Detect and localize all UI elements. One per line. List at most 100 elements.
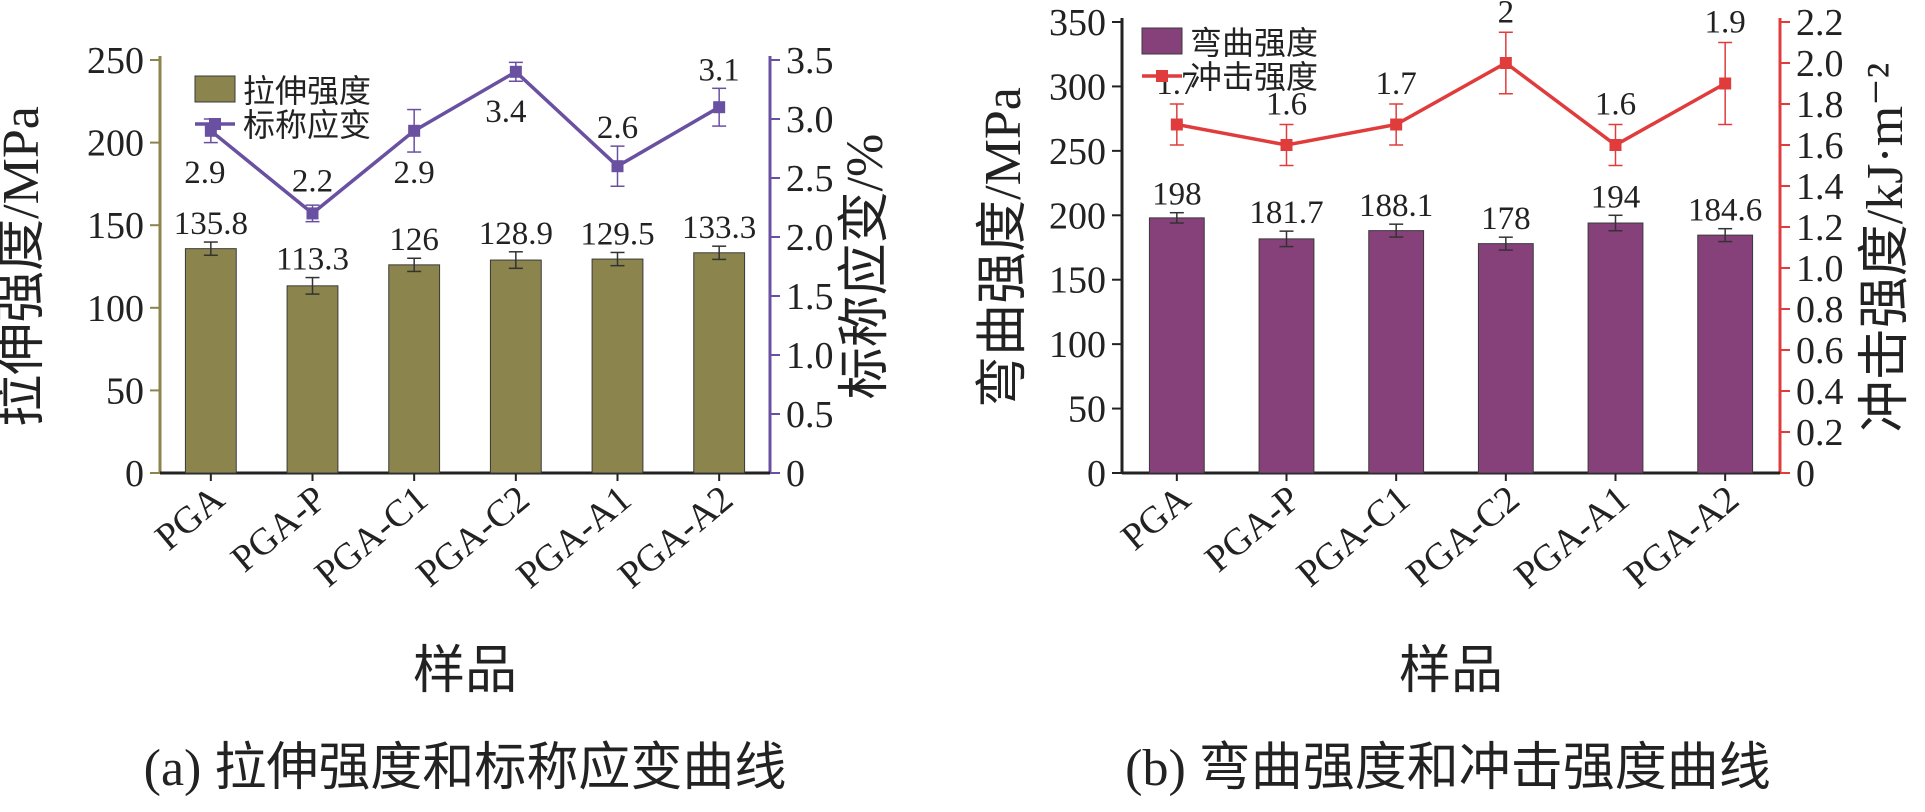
- x-tick-label: PGA: [1113, 477, 1199, 558]
- bar-value-label: 129.5: [580, 216, 654, 252]
- line-point: [713, 101, 726, 114]
- bar-value-label: 135.8: [174, 206, 248, 242]
- y-tick-label-right: 0.6: [1796, 330, 1844, 372]
- x-tick-label: PGA-A1: [1507, 478, 1638, 597]
- line-point: [408, 124, 421, 137]
- x-tick-label: PGA-C1: [307, 478, 436, 596]
- x-tick-label: PGA-C2: [1399, 478, 1528, 596]
- bar: [184, 248, 237, 474]
- y-tick-label-left: 100: [1049, 324, 1106, 366]
- line-point: [1719, 77, 1732, 90]
- y-tick-label-left: 200: [1049, 195, 1106, 237]
- series-line: [209, 69, 721, 216]
- legend-label-line: 冲击强度: [1190, 59, 1318, 95]
- legend-label-line: 标称应变: [243, 107, 371, 143]
- bar: [1697, 234, 1754, 474]
- y-tick-label-right: 3.0: [786, 99, 834, 141]
- bar-value-label: 128.9: [479, 216, 553, 252]
- y-tick-label-left: 50: [106, 370, 144, 412]
- y-axis-title-right: 标称应变/%: [837, 134, 894, 400]
- y-tick-label-right: 2.0: [786, 217, 834, 259]
- y-axis-title-left: 弯曲强度/MPa: [974, 87, 1032, 408]
- y-tick-label-right: 2.2: [1796, 2, 1844, 44]
- bar-value-label: 188.1: [1359, 188, 1433, 224]
- x-tick-label: PGA-A2: [610, 478, 741, 597]
- line-point: [1390, 118, 1403, 131]
- line-value-label: 2.6: [597, 110, 638, 146]
- line-point: [1499, 57, 1512, 69]
- line-value-label: 2.2: [292, 163, 333, 199]
- y-tick-label-right: 1.6: [1796, 125, 1844, 167]
- y-tick-label-right: 0.4: [1796, 371, 1844, 413]
- bar: [286, 285, 339, 474]
- bar-value-label: 181.7: [1249, 195, 1323, 231]
- y-tick-label-right: 2.5: [786, 158, 834, 200]
- y-tick-label-right: 2.0: [1796, 43, 1844, 85]
- y-tick-label-right: 0.5: [786, 394, 834, 436]
- legend-marker-line: [1156, 70, 1168, 82]
- subplot-caption: (a) 拉伸强度和标称应变曲线: [144, 740, 787, 797]
- bar: [388, 264, 441, 474]
- bar: [1258, 238, 1315, 474]
- bar-value-label: 198: [1152, 177, 1202, 213]
- bar: [1477, 243, 1534, 474]
- line-value-label: 2.9: [394, 155, 435, 191]
- line-point: [611, 160, 624, 173]
- y-tick-label-right: 1.0: [1796, 248, 1844, 290]
- legend-swatch-bar: [1141, 27, 1183, 55]
- line-point: [1609, 139, 1622, 151]
- y-tick-label-left: 350: [1049, 2, 1106, 44]
- y-tick-label-left: 0: [1087, 453, 1106, 495]
- y-tick-label-left: 300: [1049, 66, 1106, 108]
- x-tick-label: PGA-A2: [1616, 478, 1747, 597]
- x-axis-title: 样品: [413, 643, 517, 700]
- legend-label-bar: 弯曲强度: [1190, 25, 1318, 61]
- y-tick-label-right: 0.2: [1796, 412, 1844, 454]
- line-value-label: 1.9: [1705, 5, 1746, 41]
- y-tick-label-left: 250: [87, 40, 144, 82]
- chart-b: 05010015020025030035000.20.40.60.81.01.2…: [974, 0, 1914, 797]
- y-tick-label-right: 3.5: [786, 40, 834, 82]
- bar: [1148, 217, 1205, 474]
- bar: [591, 258, 644, 474]
- line-point: [1170, 118, 1183, 131]
- bar-value-label: 178: [1481, 201, 1531, 237]
- line-value-label: 1.6: [1595, 87, 1636, 123]
- y-tick-label-right: 1.8: [1796, 84, 1844, 126]
- x-axis-title: 样品: [1399, 643, 1503, 700]
- line-value-label: 3.4: [485, 94, 526, 130]
- line-value-label: 2: [1498, 0, 1515, 30]
- legend-marker-line: [209, 118, 221, 130]
- line-value-label: 1.6: [1266, 87, 1307, 123]
- y-tick-label-right: 0: [1796, 453, 1815, 495]
- y-tick-label-right: 1.4: [1796, 166, 1844, 208]
- legend-swatch-bar: [194, 75, 236, 103]
- line-point: [306, 207, 319, 220]
- bar: [1587, 222, 1644, 474]
- x-tick-label: PGA-C2: [409, 478, 538, 596]
- y-tick-label-left: 0: [125, 453, 144, 495]
- line-value-label: 2.9: [184, 155, 225, 191]
- x-tick-label: PGA: [147, 477, 233, 558]
- bar-value-label: 184.6: [1688, 193, 1762, 229]
- series-line: [1176, 60, 1727, 148]
- chart-a: 0 50 100 150 200 250 0 0.5 1.0 1.5 2.0 2.5 3.0 3.5 PGA…: [0, 40, 894, 797]
- y-tick-label-right: 0.8: [1796, 289, 1844, 331]
- bar: [693, 252, 746, 474]
- x-tick-label: PGA-C1: [1289, 478, 1418, 596]
- line-value-label: 3.1: [699, 52, 740, 88]
- bar: [1368, 230, 1425, 474]
- y-axis-title-left: 拉伸强度/MPa: [0, 106, 50, 427]
- y-tick-label-left: 200: [87, 123, 144, 165]
- bar-value-label: 133.3: [682, 210, 756, 246]
- bar-value-label: 113.3: [276, 242, 349, 278]
- y-tick-label-left: 250: [1049, 131, 1106, 173]
- bar: [489, 259, 542, 474]
- y-tick-label-left: 150: [87, 205, 144, 247]
- y-tick-label-left: 150: [1049, 260, 1106, 302]
- y-tick-label-right: 1.0: [786, 335, 834, 377]
- subplot-caption: (b) 弯曲强度和冲击强度曲线: [1125, 739, 1771, 797]
